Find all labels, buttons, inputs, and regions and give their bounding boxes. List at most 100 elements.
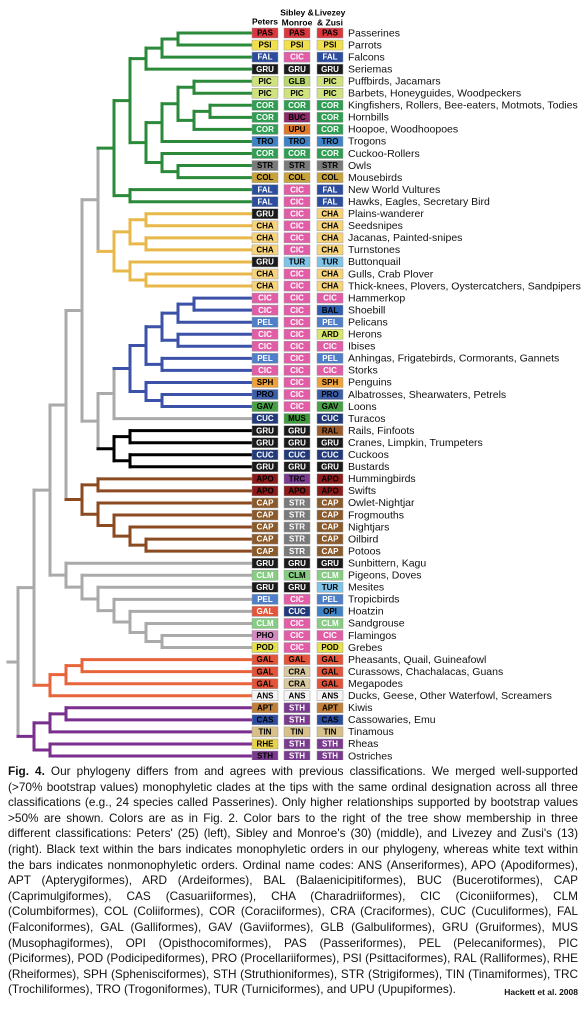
order-code: CRA [288,667,306,676]
order-bar [283,88,311,99]
order-bar [251,244,279,256]
order-bar [251,738,279,750]
order-code: CAP [257,511,275,520]
order-code: STR [289,535,305,544]
order-bar [316,389,344,400]
order-code: PIC [258,89,272,98]
taxon-label: Pigeons, Doves [348,570,422,582]
order-bar [316,256,344,268]
taxon-label: Rails, Finfoots [348,425,415,437]
order-code: APO [256,487,273,496]
order-code: COL [322,173,339,182]
order-bar [316,425,344,436]
taxon-label: Oilbird [348,533,379,545]
order-bar [251,184,279,195]
order-bar [283,316,311,328]
taxon-label: Pheasants, Quail, Guineafowl [348,654,486,666]
taxon-label: Hornbills [348,112,389,124]
order-bar [316,678,344,689]
order-bar [251,570,279,581]
order-code: TIN [259,728,272,737]
order-code: PEL [257,595,273,604]
order-bar [316,377,344,388]
order-bar [251,329,279,340]
taxon-label: Hoopoe, Woodhoopoes [348,124,458,136]
order-bar [283,136,311,147]
taxon-label: Hawks, Eagles, Secretary Bird [348,196,490,208]
taxon-label: Trogons [348,136,386,148]
order-bar [251,389,279,400]
order-bar [283,341,311,352]
credit: Hackett et al. 2008 [504,987,578,998]
column-header: Livezey [315,7,346,17]
taxon-label: Cassowaries, Emu [348,714,436,726]
order-bar [283,100,311,111]
order-code: TRO [322,137,339,146]
order-code: GRU [256,209,274,218]
order-code: CIC [290,185,304,194]
order-code: GLB [289,77,306,86]
order-bar [251,136,279,147]
order-code: CHA [321,209,339,218]
order-code: COR [256,149,274,158]
order-code: FAL [322,185,337,194]
order-bar [251,473,279,485]
order-bar [251,220,279,232]
order-code: COL [257,173,274,182]
order-code: BUC [288,113,306,122]
order-bar [316,449,344,460]
taxon-label: Mousebirds [348,172,402,184]
order-code: CIC [290,294,304,303]
order-code: CIC [290,330,304,339]
order-bar [316,582,344,593]
order-bar [283,714,311,726]
order-bar [316,654,344,665]
order-bar [251,702,279,714]
taxon-label: Nightjars [348,521,389,533]
order-code: CIC [258,294,272,303]
column-header: Peters [252,16,278,26]
order-bar [316,726,344,738]
taxon-label: Kiwis [348,702,373,714]
taxon-label: Loons [348,401,377,413]
order-bar [283,75,311,87]
order-bar [251,39,279,51]
order-bar [316,461,344,473]
order-bar [316,160,344,171]
order-code: FAL [322,53,337,62]
order-bar [251,51,279,63]
order-code: STR [257,161,273,170]
order-bar [316,268,344,280]
order-code: CIC [258,306,272,315]
order-code: STR [322,161,338,170]
order-bar [283,292,311,304]
order-bar [316,220,344,232]
taxon-label: Kingfishers, Rollers, Bee-eaters, Motmot… [348,100,578,112]
order-bar [251,365,279,376]
order-bar [316,557,344,569]
order-code: GRU [256,438,274,447]
taxon-label: Bustards [348,461,389,473]
order-code: GAL [257,655,274,664]
order-code: PRO [256,390,273,399]
order-code: CUC [256,414,274,423]
order-code: CIC [290,631,304,640]
order-bar [316,280,344,292]
order-code: PAS [257,29,274,38]
order-bar [283,208,311,219]
order-code: GRU [256,65,274,74]
taxon-label: Grebes [348,642,382,654]
order-bar [283,365,311,376]
order-code: CIC [290,378,304,387]
order-code: PIC [258,77,272,86]
order-bar [251,726,279,738]
order-code: CIC [290,342,304,351]
order-code: GRU [288,583,306,592]
order-code: CLM [256,619,274,628]
order-bar [283,27,311,39]
order-bar [283,244,311,256]
order-bar [316,401,344,412]
order-code: FAL [257,185,272,194]
order-bar [251,172,279,183]
order-bar [251,75,279,87]
